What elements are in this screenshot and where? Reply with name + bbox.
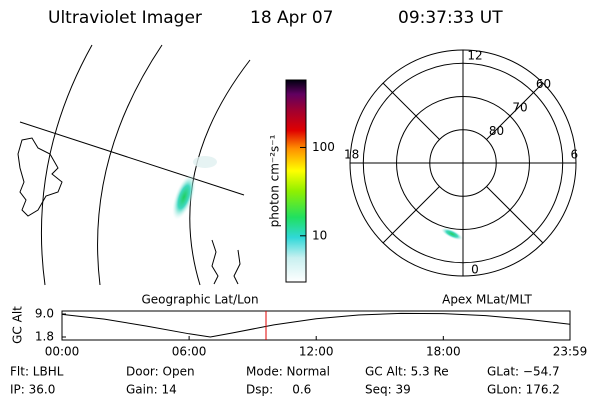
mlt-label: 12	[467, 49, 482, 63]
lat-ring-label: 80	[489, 124, 504, 138]
title: Ultraviolet Imager	[48, 8, 202, 28]
mlt-spoke	[382, 82, 440, 140]
date: 18 Apr 07	[250, 8, 333, 28]
strip-xtick-label: 00:00	[45, 345, 80, 359]
colorbar	[285, 79, 307, 283]
status-field: IP: 36.0	[10, 383, 55, 397]
strip-xtick-label: 18:00	[426, 345, 461, 359]
strip-ylabel: GC Alt	[11, 306, 25, 344]
status-field: Flt: LBHL	[10, 365, 64, 379]
status-field: GLat: −54.7	[487, 365, 560, 379]
colorbar-label: photon cm⁻²s⁻¹	[268, 134, 282, 227]
status-field: Seq: 39	[365, 383, 411, 397]
status-field: GLon: 176.2	[487, 383, 560, 397]
gc-alt-line	[61, 312, 571, 338]
status-field: Dsp: 0.6	[246, 383, 311, 397]
lat-ring-label: 70	[512, 100, 527, 114]
strip-ytick-label: 9.0	[35, 307, 54, 321]
mlt-label: 6	[570, 148, 578, 162]
status-field: Mode: Normal	[246, 365, 330, 379]
mlt-label: 18	[344, 148, 359, 162]
strip-frame	[61, 310, 571, 341]
strip-xtick-label: 23:59	[553, 345, 588, 359]
status-field: Door: Open	[126, 365, 195, 379]
strip-xtick-label: 06:00	[172, 345, 207, 359]
colorbar-tick-label: 10	[312, 228, 327, 242]
mlt-spoke	[382, 186, 440, 244]
colorbar-tick-label: 100	[312, 140, 335, 154]
mlt-spoke	[486, 186, 544, 244]
mlt-label: 0	[471, 263, 479, 277]
lat-ring-label: 60	[536, 77, 551, 91]
mlt-spoke	[486, 82, 544, 140]
status-field: GC Alt: 5.3 Re	[365, 365, 449, 379]
strip-xtick-label: 12:00	[299, 345, 334, 359]
status-field: Gain: 14	[126, 383, 177, 397]
strip-left-title: Geographic Lat/Lon	[141, 293, 258, 307]
geo-map	[17, 44, 251, 286]
time: 09:37:33 UT	[398, 8, 503, 28]
strip-right-title: Apex MLat/MLT	[442, 293, 532, 307]
strip-ytick-label: 1.8	[35, 330, 54, 344]
